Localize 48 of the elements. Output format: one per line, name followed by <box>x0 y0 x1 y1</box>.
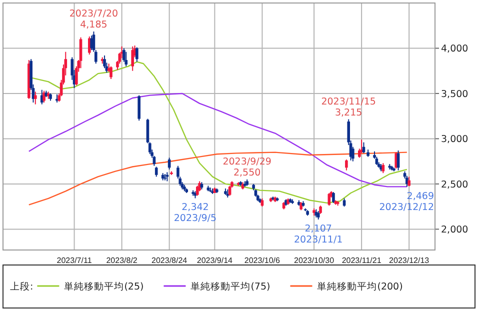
candlestick <box>196 185 199 196</box>
annotation: 2,469 <box>406 190 434 202</box>
candlestick <box>362 142 366 154</box>
x-tick-label: 2023/8/2 <box>106 256 138 265</box>
y-tick-label: 2,000 <box>441 224 468 236</box>
x-tick-label: 2023/10/30 <box>294 256 335 265</box>
candlestick <box>79 36 82 69</box>
candlestick <box>332 192 335 204</box>
candlestick <box>42 90 46 104</box>
x-tick-label: 2023/8/24 <box>152 256 188 265</box>
annotation: 4,185 <box>80 20 108 30</box>
x-tick-label: 2023/10/6 <box>244 256 281 265</box>
candlestick <box>198 180 201 192</box>
legend-label: 単純移動平均(200) <box>317 280 403 292</box>
annotation: 2,550 <box>233 167 261 178</box>
x-tick-label: 2023/7/11 <box>56 256 92 265</box>
x-tick-label: 2023/12/13 <box>389 256 430 265</box>
legend-label: 単純移動平均(25) <box>64 280 144 292</box>
candlestick <box>138 94 140 122</box>
annotation: 2023/11/1 <box>294 234 343 246</box>
y-tick-label: 2,500 <box>441 179 468 190</box>
annotation: 2023/7/20 <box>69 8 118 20</box>
candlestick <box>406 175 408 188</box>
candlestick <box>110 66 112 80</box>
annotation: 2023/9/29 <box>222 156 272 168</box>
candlestick <box>34 91 37 105</box>
candlestick <box>360 139 363 154</box>
candlestick <box>103 54 106 69</box>
candlestick <box>124 51 128 67</box>
annotation: 2,342 <box>182 202 209 214</box>
candlestick <box>345 159 348 171</box>
candlestick <box>154 166 158 178</box>
candlestick <box>136 46 138 62</box>
y-tick-label: 4,000 <box>441 44 468 55</box>
annotation: 2023/12/12 <box>379 202 434 213</box>
legend-title: 上段: <box>10 280 34 292</box>
x-tick-label: 2023/11/21 <box>342 256 382 265</box>
candlestick <box>131 46 134 72</box>
legend-label: 単純移動平均(75) <box>190 280 270 292</box>
annotation: 2,107 <box>304 224 332 235</box>
y-tick-label: 3,000 <box>441 134 468 146</box>
candlestick <box>228 185 232 196</box>
annotation: 3,215 <box>335 107 362 118</box>
y-tick-label: 3,500 <box>441 88 468 100</box>
annotation: 2023/9/5 <box>174 213 217 224</box>
x-tick-label: 2023/9/14 <box>196 256 234 265</box>
candlestick <box>122 48 126 62</box>
annotation: 2023/11/15 <box>321 96 376 108</box>
